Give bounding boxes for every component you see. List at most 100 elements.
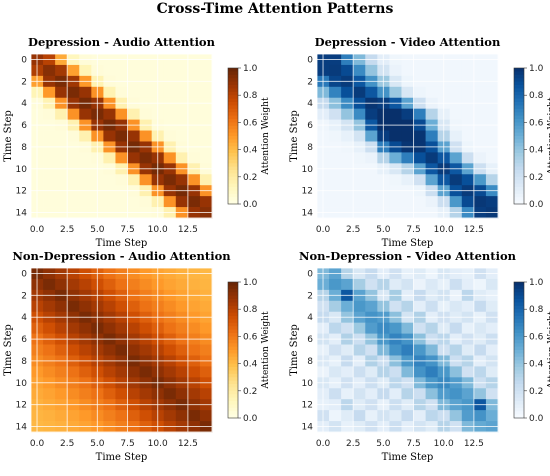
heatmap-cell [55, 152, 68, 164]
heatmap-cell [473, 130, 487, 142]
heatmap-cell [389, 388, 402, 400]
figure-title: Cross-Time Attention Patterns [157, 1, 394, 17]
colorbar-step [228, 380, 238, 385]
heatmap-cell [55, 366, 68, 378]
colorbar-step [514, 88, 524, 93]
colorbar-step [514, 193, 524, 198]
heatmap-cell [115, 64, 128, 77]
heatmap-cell [79, 64, 92, 77]
heatmap-cell [139, 108, 153, 120]
colorbar-step [228, 108, 238, 113]
heatmap-cell [139, 278, 153, 291]
colorbar-step [514, 98, 524, 103]
heatmap-cell [187, 366, 201, 378]
colorbar-step [228, 356, 238, 361]
heatmap-cell [485, 322, 499, 334]
colorbar-step [228, 95, 238, 99]
heatmap-cell [461, 174, 475, 186]
heatmap-cell [449, 86, 463, 99]
heatmap-cell [43, 108, 56, 120]
colorbar-step [514, 190, 524, 195]
heatmap-cell [199, 174, 213, 186]
colorbar-step [228, 285, 238, 290]
colorbar-step [228, 295, 238, 300]
colorbar-step [514, 363, 524, 368]
heatmap-cell [425, 278, 439, 291]
x-tick-label: 5.0 [376, 225, 391, 235]
heatmap-cell [103, 86, 116, 99]
colorbar-step [514, 197, 524, 201]
heatmap-cell [473, 278, 487, 291]
heatmap-cell [115, 174, 128, 186]
colorbar-frame [513, 67, 525, 205]
colorbar-tick-label: 0.0 [243, 200, 258, 210]
grid-lines [31, 268, 212, 432]
colorbar-step [228, 200, 238, 205]
heatmap-cell [365, 196, 378, 208]
colorbar-tick-label: 0.2 [529, 173, 543, 183]
heatmap-cell [199, 278, 213, 291]
heatmap-cell [413, 300, 426, 313]
heatmap-cell [115, 130, 128, 142]
colorbar-step [514, 305, 524, 310]
heatmap-cell [187, 388, 201, 400]
heatmap-cell [199, 322, 213, 334]
heatmap-cell [103, 410, 116, 422]
colorbar-step [514, 407, 524, 412]
y-tick-label: 0 [21, 55, 27, 65]
heatmap-cell [199, 196, 213, 208]
heatmap-cell [473, 388, 487, 400]
heatmap-cell [115, 322, 128, 334]
colorbar-step [228, 112, 238, 116]
y-tick-label: 12 [302, 187, 313, 197]
heatmap-cell [175, 366, 189, 378]
colorbar-step [514, 394, 524, 398]
heatmap-cell [485, 86, 499, 99]
heatmap-cell [163, 86, 177, 99]
y-tick-label: 0 [21, 269, 27, 279]
colorbar-step [228, 139, 238, 144]
heatmap-cell [341, 196, 354, 208]
y-tick-label: 14 [302, 423, 314, 433]
colorbar-step [514, 312, 524, 317]
panel-title: Depression - Video Attention [315, 35, 501, 49]
heatmap-cell [473, 344, 487, 356]
colorbar-step [514, 384, 524, 388]
heatmap-cell [389, 86, 402, 99]
colorbar-tick-label: 0.4 [529, 360, 544, 370]
colorbar-step [228, 159, 238, 164]
heatmap-cell [187, 278, 201, 291]
colorbar-step [514, 390, 524, 395]
x-tick-label: 0.0 [316, 439, 331, 449]
heatmap-cell [401, 130, 414, 142]
heatmap-cell [127, 152, 140, 164]
heatmap-cell [67, 64, 80, 77]
heatmap-cell [365, 64, 378, 77]
heatmap-cell [425, 86, 439, 99]
colorbar-step [228, 299, 238, 303]
heatmap-cell [461, 300, 475, 313]
heatmap-cell [103, 152, 116, 164]
colorbar-step [228, 319, 238, 324]
heatmap-cell [127, 410, 140, 422]
heatmap-cell [43, 300, 56, 313]
heatmap-cell [353, 410, 366, 422]
heatmap-cell [401, 388, 414, 400]
colorbar-step [514, 367, 524, 371]
colorbar-step [514, 142, 524, 147]
heatmap-cell [187, 344, 201, 356]
colorbar-step [228, 322, 238, 327]
y-tick-label: 2 [21, 291, 27, 301]
colorbar-tick-label: 1.0 [243, 278, 258, 288]
heatmap-cell [139, 388, 153, 400]
heatmap-cell [341, 344, 354, 356]
heatmap-cell [103, 64, 116, 77]
heatmap-cell [115, 344, 128, 356]
y-tick-label: 8 [21, 143, 27, 153]
colorbar-step [514, 81, 524, 86]
heatmap-cell [55, 86, 68, 99]
colorbar-tick-label: 1.0 [529, 64, 544, 74]
colorbar-tick-label: 0.6 [529, 118, 544, 128]
colorbar-step [228, 384, 238, 388]
colorbar-step [514, 360, 524, 364]
